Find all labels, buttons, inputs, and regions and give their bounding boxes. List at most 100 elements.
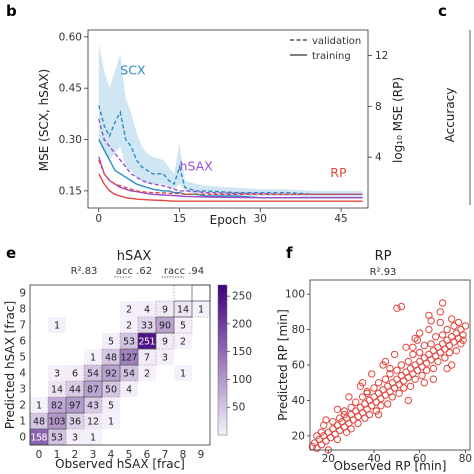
f-y-tick-label: 80	[292, 324, 305, 336]
e-cell-label: 5	[180, 320, 186, 331]
f-point	[374, 410, 383, 419]
f-point	[372, 407, 380, 415]
f-point	[317, 441, 326, 449]
e-cell-4-5	[102, 349, 120, 365]
b-series-line-5	[98, 173, 363, 202]
e-colorbar-step	[218, 386, 227, 391]
f-y-tick-label: 40	[292, 395, 305, 407]
e-y-tick-label: 2	[19, 400, 26, 412]
e-colorbar-step	[218, 420, 227, 425]
e-plot-frame	[29, 284, 211, 446]
f-point	[384, 400, 392, 408]
e-colorbar-frame	[217, 284, 228, 436]
f-point	[409, 350, 417, 359]
e-cell-1-0	[48, 429, 66, 445]
b-y-right-axis-label: log₁₀ MSE (RP)	[391, 77, 405, 163]
f-point	[436, 348, 444, 357]
e-colorbar-step	[218, 360, 227, 365]
f-point	[404, 396, 412, 405]
b-y-right-tick-label: 8	[375, 101, 382, 113]
e-colorbar-step	[218, 378, 227, 383]
e-cell-label: 1	[54, 320, 60, 331]
e-colorbar-step	[218, 307, 227, 312]
e-heatmap-cells: 158 53 3 148 103 36 12 11 82 97 43 514 44 87 50 43 6 54 92…	[30, 301, 210, 445]
e-cell-label: 43	[87, 400, 99, 411]
e-colorbar-step	[218, 285, 227, 290]
e-colorbar-step	[218, 341, 227, 346]
f-scatter-points	[308, 299, 470, 454]
f-point	[322, 437, 330, 445]
f-point	[450, 338, 458, 346]
f-point	[317, 428, 326, 436]
f-point	[448, 361, 456, 369]
b-annotation-rp: RP	[330, 165, 347, 180]
e-cell-9-8	[192, 301, 210, 317]
b-series-line-2	[98, 118, 363, 195]
e-cell-3-5	[84, 349, 102, 365]
f-point	[336, 426, 344, 435]
f-stats: R².93	[370, 267, 397, 278]
e-cell-label: 44	[69, 384, 81, 395]
e-colorbar-step	[218, 363, 227, 368]
b-x-tick-label: 15	[173, 213, 186, 225]
e-cell-6-4	[138, 365, 156, 381]
f-point	[427, 356, 435, 364]
panel-e-heatmap: hSAX R².83 acc .62 racc .94 158 53 3 148 103 36…	[3, 249, 252, 471]
e-cell-3-4	[84, 365, 102, 381]
e-diag-cell	[191, 284, 211, 302]
e-cell-label: 6	[72, 368, 78, 379]
e-x-tick-label: 2	[72, 449, 79, 461]
panel-f-scatter: RP R².93 20 40 60 80 20 40 60 80 100 Observed R…	[276, 249, 472, 473]
f-point	[420, 379, 428, 387]
b-x-tick-label: 45	[334, 213, 347, 225]
f-point	[404, 373, 412, 382]
e-y-tick-label: 3	[19, 384, 26, 396]
f-point	[390, 350, 399, 359]
e-cell-8-6	[174, 333, 192, 349]
f-point	[413, 366, 422, 374]
e-y-tick-label: 0	[19, 432, 26, 444]
b-series-line-3	[98, 156, 363, 199]
f-point	[381, 391, 390, 399]
f-point	[434, 357, 442, 366]
e-cell-1-2	[48, 397, 66, 413]
e-cell-label: 2	[126, 320, 132, 331]
e-cell-6-5	[138, 349, 156, 365]
e-cell-2-0	[66, 429, 84, 445]
f-point	[340, 410, 348, 419]
e-colorbar-step	[218, 315, 227, 320]
e-x-tick-label: 4	[108, 449, 115, 461]
e-colorbar-step	[218, 371, 227, 376]
e-cell-label: 2	[180, 336, 186, 347]
e-colorbar-step	[218, 333, 227, 338]
b-series-annotations: SCX hSAX RP	[120, 63, 347, 181]
e-colorbar-step	[218, 408, 227, 413]
f-point	[354, 412, 362, 421]
f-point	[379, 361, 387, 369]
b-x-axis-ticks: 0 15 30 45	[95, 208, 348, 225]
e-y-tick-label: 4	[19, 368, 26, 380]
f-point	[459, 336, 467, 344]
e-colorbar-step	[218, 292, 227, 297]
e-stats-row: R².83 acc .62 racc .94	[71, 266, 204, 278]
e-colorbar-tick-label: 150	[232, 346, 252, 358]
e-colorbar-step	[218, 356, 227, 361]
e-cell-5-6	[120, 333, 138, 349]
e-cell-label: 97	[69, 400, 81, 411]
f-point	[443, 364, 451, 373]
b-y-tick-label: 0.30	[59, 134, 82, 146]
e-cell-label: 54	[87, 368, 99, 379]
e-colorbar-step	[218, 296, 227, 301]
f-y-axis-label: Predicted RP [min]	[276, 309, 290, 421]
b-y-right-axis-ticks: 4 8 12	[368, 50, 388, 164]
e-colorbar-step	[218, 390, 227, 395]
e-y-tick-label: 1	[19, 416, 26, 428]
e-colorbar-step	[218, 405, 227, 410]
e-colorbar-step	[218, 382, 227, 387]
f-point	[459, 331, 467, 339]
f-x-tick-label: 40	[367, 453, 380, 465]
e-y-tick-label: 7	[19, 320, 26, 332]
e-cell-label: 14	[51, 384, 63, 395]
e-cell-label: 1	[198, 304, 204, 315]
